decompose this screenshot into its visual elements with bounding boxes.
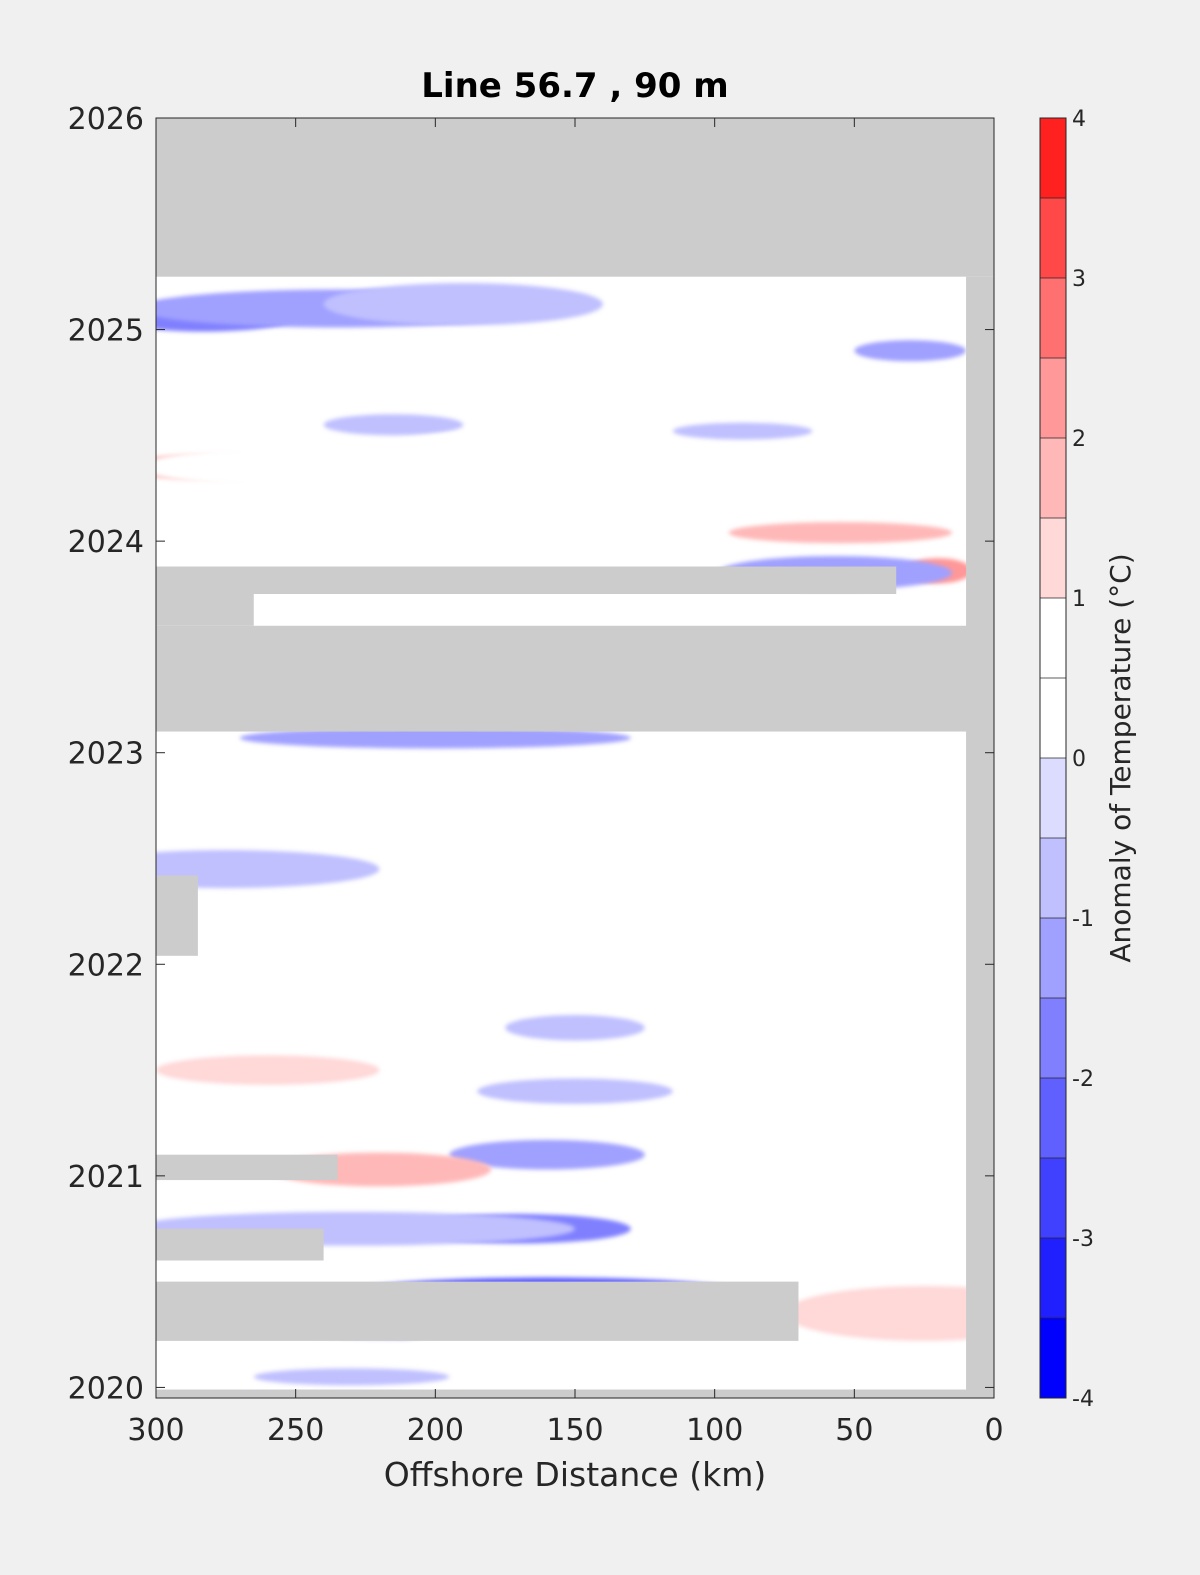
colorbar-band-2 xyxy=(1040,1158,1066,1238)
colorbar: -4 -3 -2 -1 0 1 2 3 4 xyxy=(1039,107,1094,1412)
x-tick-label: 100 xyxy=(686,1413,743,1448)
anomaly-patch-19 xyxy=(318,797,413,815)
colorbar-tick-label: -4 xyxy=(1072,1387,1094,1412)
colorbar-band-1 xyxy=(1040,1238,1066,1318)
colorbar-tick-label: 2 xyxy=(1072,427,1086,452)
anomaly-patch-36 xyxy=(253,1368,450,1386)
colorbar-band-11 xyxy=(1040,438,1066,518)
colorbar-frame xyxy=(1039,117,1067,1399)
anomaly-patch-5 xyxy=(854,340,967,362)
x-axis: 300 250 200 150 100 50 0 xyxy=(127,118,1004,1448)
anomaly-patch-24 xyxy=(505,1015,645,1041)
y-tick-label: 2020 xyxy=(68,1371,144,1406)
x-axis-title: Offshore Distance (km) xyxy=(384,1455,766,1494)
anomaly-patch-6 xyxy=(644,344,757,358)
no-data-region-2 xyxy=(156,625,994,732)
colorbar-tick-label: -3 xyxy=(1072,1227,1094,1252)
no-data-region-5 xyxy=(156,875,198,956)
y-tick-label: 2026 xyxy=(68,102,144,137)
anomaly-patch-10 xyxy=(658,481,994,516)
colorbar-tick-label: -2 xyxy=(1072,1067,1094,1092)
anomaly-patch-32 xyxy=(784,1285,994,1341)
y-tick-label: 2021 xyxy=(68,1160,144,1195)
anomaly-patch-3 xyxy=(323,414,464,436)
colorbar-tick-label: 1 xyxy=(1072,587,1086,612)
chart-title: Line 56.7 , 90 m xyxy=(421,66,728,106)
no-data-region-6 xyxy=(156,1154,338,1181)
y-axis: 2020 2021 2022 2023 2024 2025 2026 xyxy=(68,102,994,1406)
x-tick-label: 200 xyxy=(407,1413,464,1448)
colorbar-band-15 xyxy=(1040,118,1066,198)
colorbar-tick-label: 0 xyxy=(1072,747,1086,772)
x-tick-label: 0 xyxy=(984,1413,1003,1448)
plot-area xyxy=(155,117,995,1399)
colorbar-band-0 xyxy=(1040,1318,1066,1398)
anomaly-patch-2 xyxy=(323,283,603,326)
anomaly-patch-16 xyxy=(239,727,631,749)
anomaly-patch-37 xyxy=(742,1383,994,1392)
x-tick-label: 150 xyxy=(546,1413,603,1448)
colorbar-band-9 xyxy=(1040,598,1066,678)
y-tick-label: 2024 xyxy=(68,525,144,560)
anomaly-patch-8 xyxy=(156,448,450,487)
anomaly-patch-9 xyxy=(393,431,673,461)
anomaly-patch-4 xyxy=(672,422,813,440)
colorbar-band-4 xyxy=(1040,998,1066,1078)
colorbar-band-7 xyxy=(1040,758,1066,838)
x-tick-label: 300 xyxy=(127,1413,184,1448)
anomaly-patch-22 xyxy=(359,924,455,942)
colorbar-band-3 xyxy=(1040,1078,1066,1158)
colorbar-band-12 xyxy=(1040,358,1066,438)
anomaly-patch-25 xyxy=(156,1055,380,1085)
anomaly-patch-26 xyxy=(477,1078,673,1104)
colorbar-tick-label: -1 xyxy=(1072,907,1094,932)
anomaly-patch-11 xyxy=(728,522,953,544)
no-data-region-0 xyxy=(156,118,994,277)
x-tick-label: 250 xyxy=(267,1413,324,1448)
colorbar-band-5 xyxy=(1040,918,1066,998)
y-tick-label: 2022 xyxy=(68,948,144,983)
colorbar-band-6 xyxy=(1040,838,1066,918)
colorbar-band-14 xyxy=(1040,198,1066,278)
no-data-region-7 xyxy=(156,1228,324,1261)
colorbar-tick-label: 4 xyxy=(1072,107,1086,132)
colorbar-tick-label: 3 xyxy=(1072,267,1086,292)
anomaly-patch-18 xyxy=(407,752,687,774)
no-data-region-4 xyxy=(156,566,254,626)
colorbar-band-13 xyxy=(1040,278,1066,358)
y-tick-label: 2023 xyxy=(68,737,144,772)
no-data-region-1 xyxy=(966,276,994,1398)
anomaly-patch-21 xyxy=(156,850,380,889)
no-data-region-8 xyxy=(156,1281,799,1341)
anomaly-patch-27 xyxy=(449,1139,645,1170)
y-tick-label: 2025 xyxy=(68,314,144,349)
colorbar-band-10 xyxy=(1040,518,1066,598)
anomaly-patch-23 xyxy=(156,953,296,975)
colorbar-band-8 xyxy=(1040,678,1066,758)
x-tick-label: 50 xyxy=(835,1413,873,1448)
no-data-region-3 xyxy=(156,566,897,595)
colorbar-title: Anomaly of Temperature (°C) xyxy=(1104,553,1137,962)
